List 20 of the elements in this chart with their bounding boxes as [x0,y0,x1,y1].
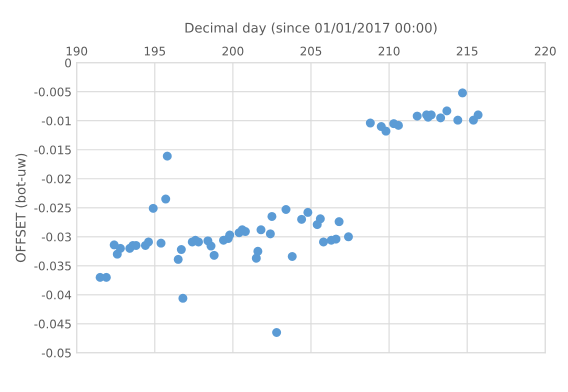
y-tick-label: -0.04 [42,290,72,300]
y-tick-label: -0.015 [34,145,71,154]
x-tick-label: 200 [222,46,244,56]
x-tick-label: 195 [144,46,166,56]
y-tick-label: -0.05 [42,348,71,358]
x-axis-title: Decimal day (since 01/01/2017 00:00) [186,22,437,36]
x-tick-label: 210 [378,46,400,56]
x-tick-label: 190 [66,46,88,56]
y-tick-label: -0.045 [34,320,71,328]
x-tick-label: 215 [456,46,478,56]
y-tick-label: 0 [65,58,72,68]
x-tick-label: 205 [300,46,322,56]
y-tick-label: -0.03 [42,232,71,242]
x-tick-label: 220 [534,46,556,56]
y-tick-label: -0.02 [42,174,71,184]
y-tick-label: -0.01 [42,116,71,126]
y-tick-label: -0.035 [34,262,71,270]
y-tick-label: -0.025 [34,203,71,212]
y-axis-title: OFFSET (bot-uw) [15,154,28,262]
y-tick-label: -0.005 [34,87,71,96]
